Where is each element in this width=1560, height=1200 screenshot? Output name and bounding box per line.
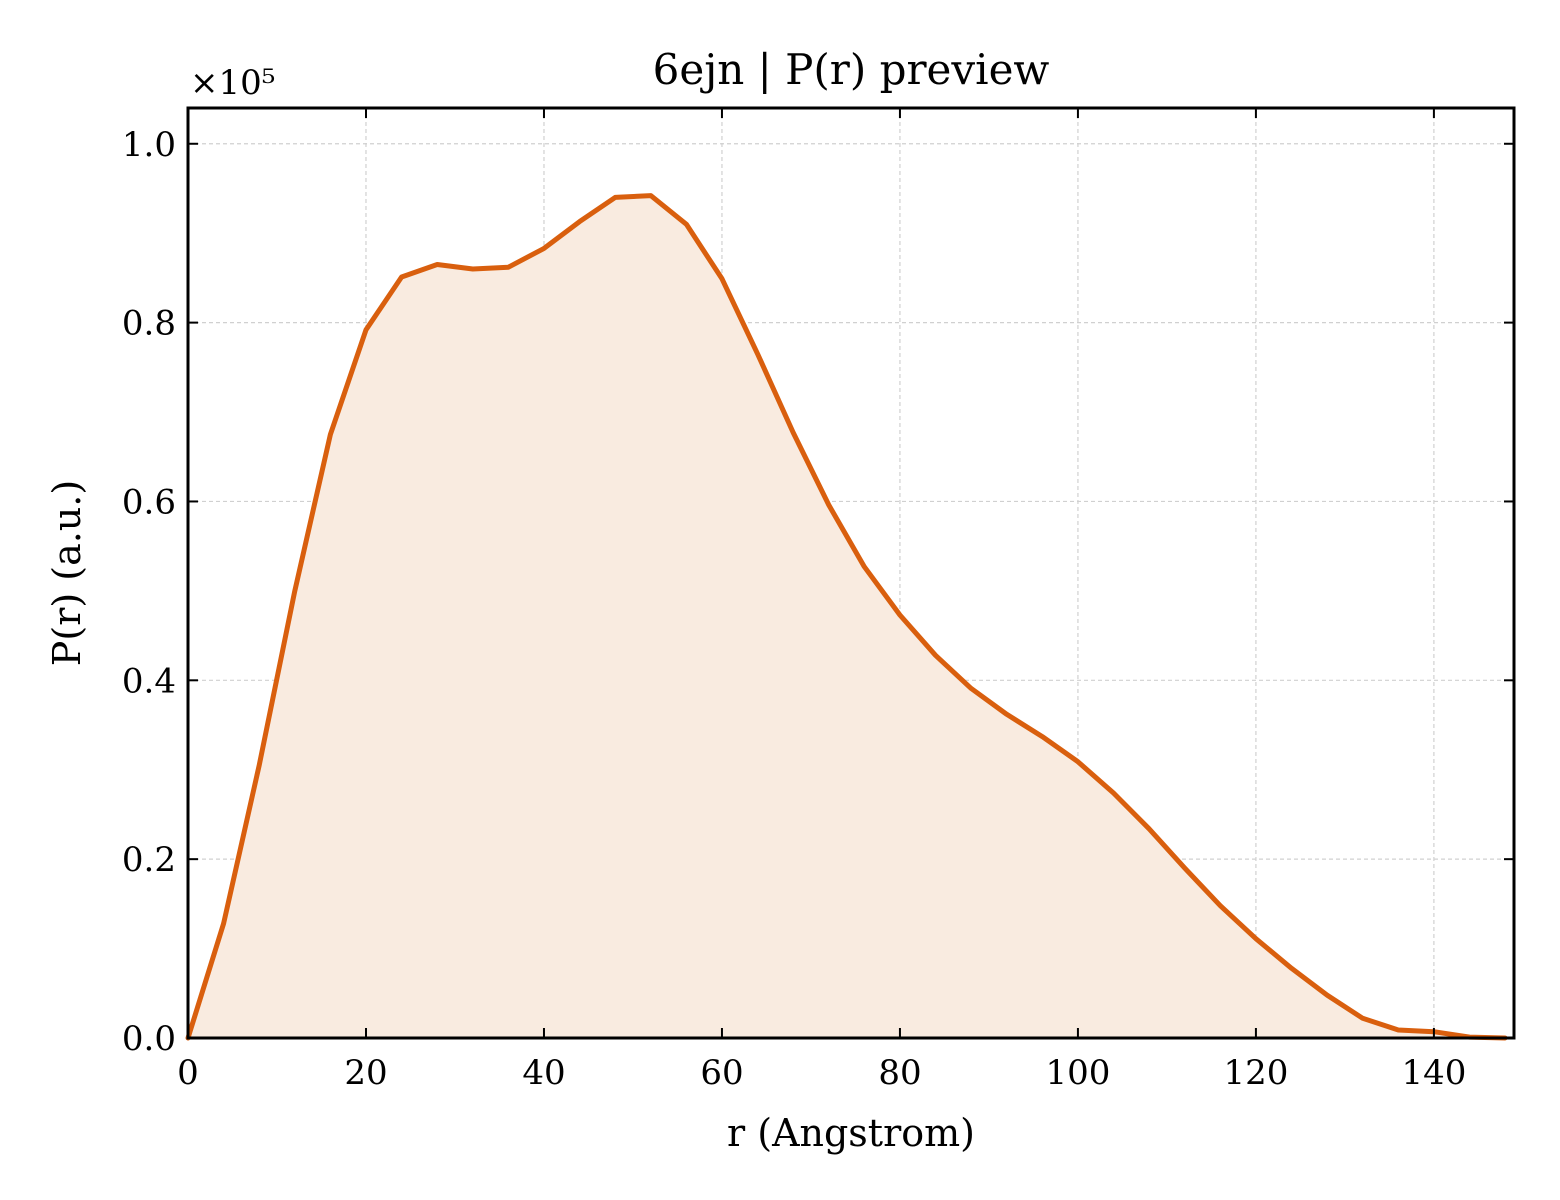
y-tick-label: 0.8 [122, 304, 176, 344]
y-tick-label: 0.0 [122, 1019, 176, 1059]
x-tick-label: 40 [522, 1053, 565, 1093]
y-scale-multiplier: ×10⁵ [190, 63, 275, 103]
x-tick-label: 20 [344, 1053, 387, 1093]
line-layer [185, 193, 1508, 1041]
pr-area-fill [188, 195, 1506, 1039]
plot-frame [186, 106, 1516, 1040]
y-tick-label: 1.0 [122, 125, 176, 165]
x-tick-label: 0 [177, 1053, 199, 1093]
x-tick-label: 60 [700, 1053, 743, 1093]
area-layer [188, 195, 1506, 1039]
x-tick-label: 80 [878, 1053, 921, 1093]
ticks: 0 20 40 60 80 100 120 140 0.0 0.2 0.4 0.6 0.8 1.0 [122, 108, 1514, 1093]
x-tick-label: 100 [1045, 1053, 1110, 1093]
y-tick-label: 0.6 [122, 482, 176, 522]
y-tick-label: 0.2 [122, 840, 176, 880]
y-axis-label: P(r) (a.u.) [45, 480, 89, 666]
x-tick-label: 140 [1401, 1053, 1466, 1093]
x-tick-label: 120 [1223, 1053, 1288, 1093]
x-axis-label: r (Angstrom) [727, 1111, 975, 1155]
y-tick-label: 0.4 [122, 661, 176, 701]
chart-title: 6ejn | P(r) preview [653, 45, 1050, 94]
pr-series-line [185, 193, 1508, 1041]
